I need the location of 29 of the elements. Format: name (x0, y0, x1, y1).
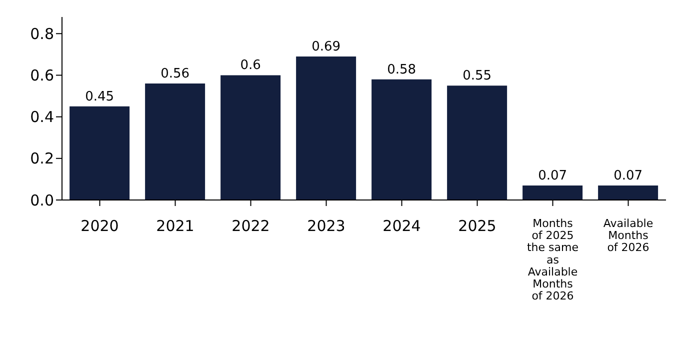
x-tick-label: 2020 (80, 217, 119, 235)
y-tick-label: 0.4 (30, 108, 54, 126)
data-label: 0.69 (312, 40, 341, 55)
bar (296, 56, 356, 200)
bar (372, 79, 432, 200)
bar (145, 84, 206, 200)
data-label: 0.45 (85, 89, 114, 104)
y-tick-label: 0.8 (30, 24, 54, 43)
x-tick-label: 2021 (156, 217, 194, 235)
x-tick-label: 2025 (458, 217, 496, 235)
data-label: 0.6 (240, 58, 261, 74)
y-tick-label: 0.2 (30, 150, 54, 168)
data-label: 0.56 (160, 66, 190, 82)
data-label: 0.07 (538, 168, 568, 184)
data-label: 0.58 (387, 62, 416, 78)
bar (598, 185, 658, 200)
data-label: 0.55 (462, 68, 492, 84)
bar (220, 75, 281, 200)
bar (522, 185, 583, 200)
x-tick-label: 2024 (382, 217, 421, 235)
bar (70, 106, 130, 200)
x-tick-label: Months of 2025 the same as Available Months of 2026 (526, 217, 579, 303)
y-tick-label: 0.6 (30, 66, 54, 85)
x-tick-label: Available Months of 2026 (603, 217, 654, 254)
data-label: 0.07 (614, 168, 643, 184)
x-tick-label: 2023 (307, 217, 346, 235)
bar (447, 86, 508, 200)
x-tick-label: 2022 (232, 217, 270, 235)
y-tick-label: 0.0 (30, 191, 54, 210)
